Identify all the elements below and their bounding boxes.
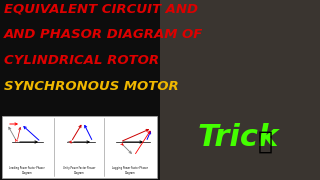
Text: 🔥: 🔥 [258, 130, 273, 154]
Bar [160, 0, 320, 180]
Text: SYNCHRONOUS MOTOR: SYNCHRONOUS MOTOR [4, 80, 179, 93]
Text: CYLINDRICAL ROTOR: CYLINDRICAL ROTOR [4, 54, 159, 67]
Text: Trick: Trick [198, 123, 279, 152]
Text: EQUIVALENT CIRCUIT AND: EQUIVALENT CIRCUIT AND [4, 2, 198, 15]
Text: Lagging Power Factor Phasor
Diagram: Lagging Power Factor Phasor Diagram [112, 166, 148, 175]
Text: AND PHASOR DIAGRAM OF: AND PHASOR DIAGRAM OF [4, 28, 203, 41]
Text: Leading Power Factor Phasor
Diagram: Leading Power Factor Phasor Diagram [9, 166, 45, 175]
Bar [2, 116, 157, 178]
Text: Unity Power Factor Phasor
Diagram: Unity Power Factor Phasor Diagram [63, 166, 95, 175]
